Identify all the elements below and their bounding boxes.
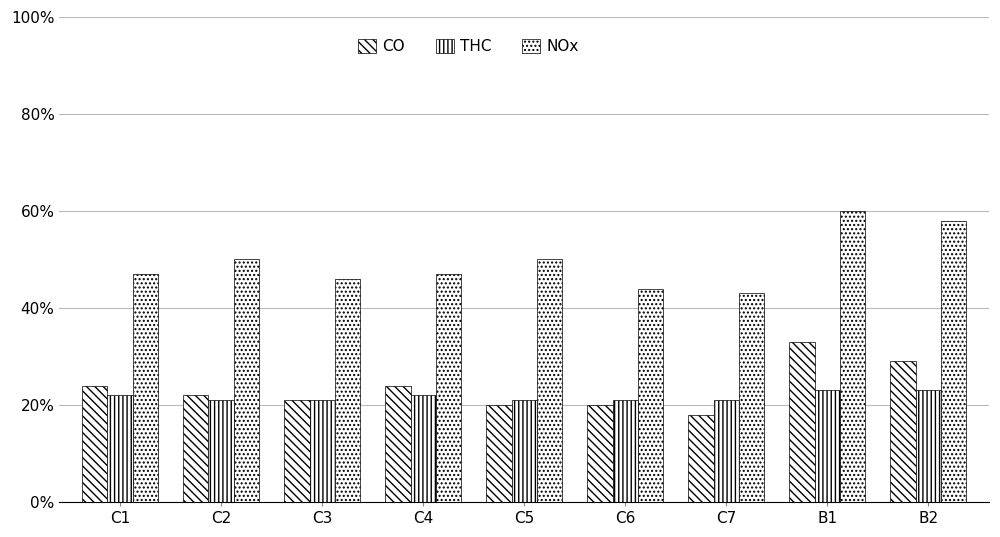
Bar <box>133 274 158 502</box>
Bar <box>183 395 208 502</box>
Bar <box>815 390 840 502</box>
Bar <box>512 400 537 502</box>
Bar <box>486 405 512 502</box>
Bar <box>411 395 436 502</box>
Bar <box>916 390 941 502</box>
Legend: CO, THC, NOx: CO, THC, NOx <box>358 39 579 54</box>
Bar <box>335 279 360 502</box>
Bar <box>941 221 966 502</box>
Bar <box>613 400 638 502</box>
Bar <box>107 395 133 502</box>
Bar <box>587 405 613 502</box>
Bar <box>714 400 739 502</box>
Bar <box>890 361 916 502</box>
Bar <box>688 415 714 502</box>
Bar <box>638 288 663 502</box>
Bar <box>310 400 335 502</box>
Bar <box>537 259 562 502</box>
Bar <box>385 386 411 502</box>
Bar <box>82 386 107 502</box>
Bar <box>739 293 764 502</box>
Bar <box>789 342 815 502</box>
Bar <box>284 400 310 502</box>
Bar <box>840 211 865 502</box>
Bar <box>234 259 259 502</box>
Bar <box>436 274 461 502</box>
Bar <box>208 400 234 502</box>
